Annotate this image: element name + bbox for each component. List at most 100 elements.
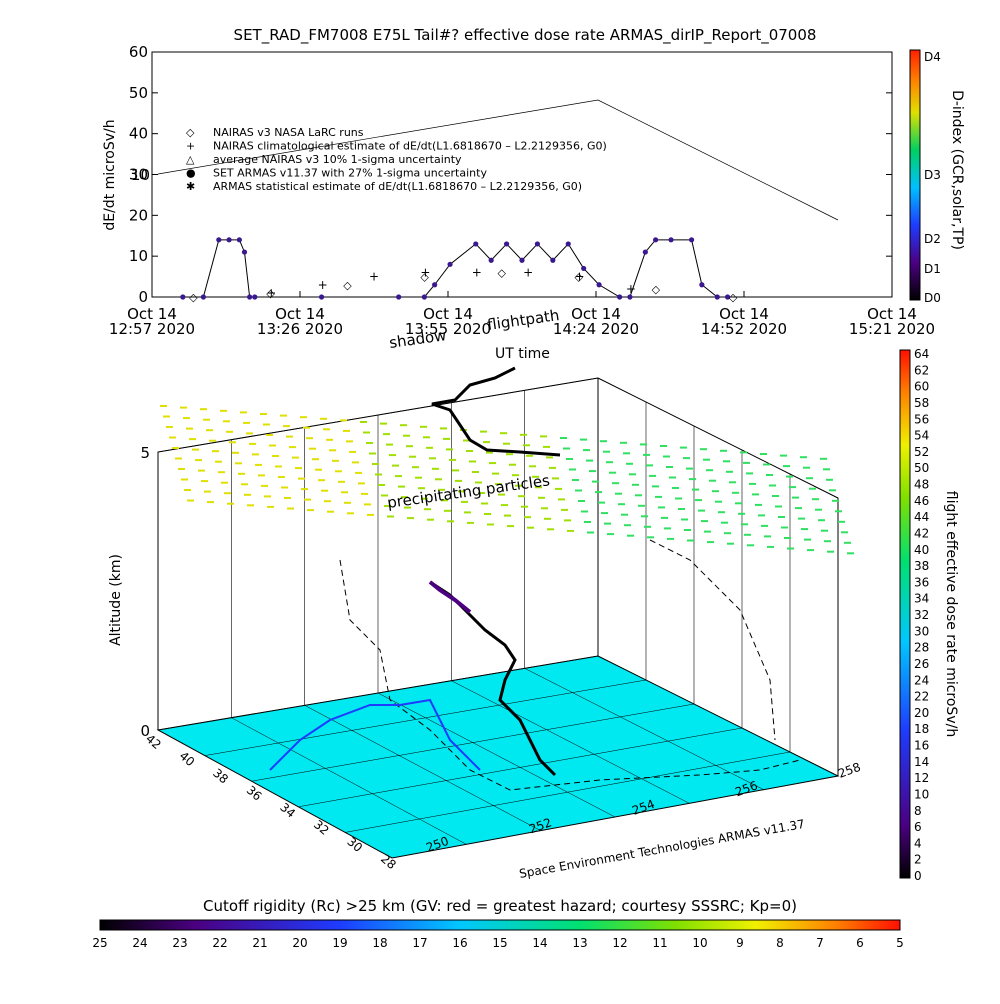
floor-grid-line: [304, 705, 541, 831]
dose-rate-tick: 16: [914, 739, 929, 753]
particle-marker: [246, 432, 253, 435]
legend-entry: ARMAS statistical estimate of dE/dt(L1.6…: [213, 180, 582, 193]
nairas-point: ◇: [343, 279, 352, 292]
particle-marker: [472, 471, 479, 473]
particle-marker: [649, 474, 656, 477]
particle-marker: [223, 420, 230, 423]
dose-rate-tick: 24: [914, 673, 929, 687]
particle-marker: [418, 487, 425, 490]
x-tick-label-time: 12:57 2020: [109, 320, 195, 338]
particle-marker: [583, 449, 590, 452]
d-index-label: D-index (GCR,solar,TP): [949, 90, 965, 250]
particle-marker: [327, 510, 334, 513]
particle-marker: [341, 491, 348, 494]
particle-marker: [718, 511, 725, 514]
particle-marker: [372, 463, 379, 465]
particle-marker: [241, 483, 248, 486]
particle-marker: [186, 427, 193, 430]
particle-marker: [527, 526, 534, 529]
particle-marker: [169, 436, 176, 439]
particle-marker: [552, 477, 559, 480]
cutoff-rigidity-ticks: 25 24 23 22 21 20 19 18 17 16 15 14 13 12 11 10 9 8 7 6 5: [92, 936, 903, 950]
y-tick-label: 10: [129, 247, 148, 265]
dose-rate-tick: 34: [914, 592, 929, 606]
particle-marker: [647, 536, 654, 539]
particle-marker: [461, 500, 468, 503]
particle-marker: [740, 451, 747, 454]
particle-marker: [621, 513, 628, 516]
particle-marker: [332, 459, 339, 462]
dose-rate-tick: 58: [914, 396, 929, 410]
dose-rate-tick: 0: [914, 869, 922, 883]
particle-marker: [712, 490, 719, 493]
particle-marker: [592, 480, 599, 483]
particle-marker: [364, 503, 371, 506]
particle-marker: [324, 500, 331, 503]
dose-rate-ticks: 0246810121416182022242628303234363840424…: [914, 347, 929, 883]
particle-marker: [795, 507, 802, 510]
cutoff-tick: 13: [572, 936, 587, 950]
nairas-clim-point: +: [626, 282, 636, 296]
armas-point: [247, 294, 253, 300]
floor-grid-line: [451, 680, 690, 804]
cutoff-tick: 23: [172, 936, 187, 950]
flightpath-label: flightpath: [486, 306, 560, 334]
particle-marker: [698, 509, 705, 512]
particle-marker: [318, 479, 325, 482]
particle-marker: [789, 486, 796, 489]
particle-marker: [263, 423, 270, 426]
particle-marker: [335, 470, 342, 473]
particle-marker: [772, 495, 779, 497]
nairas-clim-point: +: [420, 266, 430, 280]
particle-marker: [663, 455, 670, 458]
armas-point: [714, 294, 720, 300]
particle-marker: [827, 550, 834, 553]
particle-marker: [244, 493, 251, 496]
particle-marker: [192, 448, 199, 451]
particle-marker: [580, 438, 587, 441]
armas-point: [565, 241, 571, 247]
particle-marker: [726, 470, 733, 473]
cutoff-tick: 9: [736, 936, 744, 950]
particle-marker: [260, 413, 267, 415]
particle-marker: [767, 545, 774, 548]
particle-marker: [381, 494, 388, 497]
armas-point: [596, 282, 602, 288]
particle-marker: [475, 481, 482, 484]
particle-marker: [163, 415, 170, 418]
particle-marker: [426, 446, 433, 449]
particle-marker: [423, 436, 430, 439]
dose-rate-tick: 36: [914, 575, 929, 589]
dose-rate-tick: 6: [914, 820, 922, 834]
particle-marker: [640, 443, 647, 446]
particle-marker: [284, 497, 291, 499]
particle-marker: [301, 488, 308, 491]
particle-marker: [812, 498, 819, 501]
particle-marker: [227, 502, 234, 505]
particle-marker: [198, 469, 205, 472]
particle-marker: [421, 497, 428, 500]
particle-marker: [349, 450, 356, 453]
particle-marker: [272, 455, 279, 457]
particle-marker: [427, 518, 434, 521]
particle-marker: [660, 445, 667, 447]
armas-point: [252, 294, 258, 300]
particle-marker: [738, 512, 745, 515]
cutoff-tick: 20: [292, 936, 307, 950]
particle-marker: [561, 508, 568, 511]
particle-marker: [480, 430, 487, 433]
cutoff-tick: 17: [412, 936, 427, 950]
particle-marker: [758, 514, 765, 517]
particle-marker: [595, 491, 602, 494]
particle-marker: [269, 444, 276, 447]
particle-marker: [526, 454, 533, 457]
cutoff-tick: 11: [652, 936, 667, 950]
particle-marker: [520, 433, 527, 436]
x-tick-label-time: 15:21 2020: [849, 320, 935, 338]
top-series-layer: +++ + + + ++◇ ◇◇◇ ◇ ◇◇◇: [180, 237, 738, 304]
x-tick-label-date: Oct 14: [571, 305, 621, 323]
particle-marker: [380, 422, 387, 425]
dose-rate-tick: 64: [914, 347, 929, 361]
particle-marker: [352, 461, 359, 464]
